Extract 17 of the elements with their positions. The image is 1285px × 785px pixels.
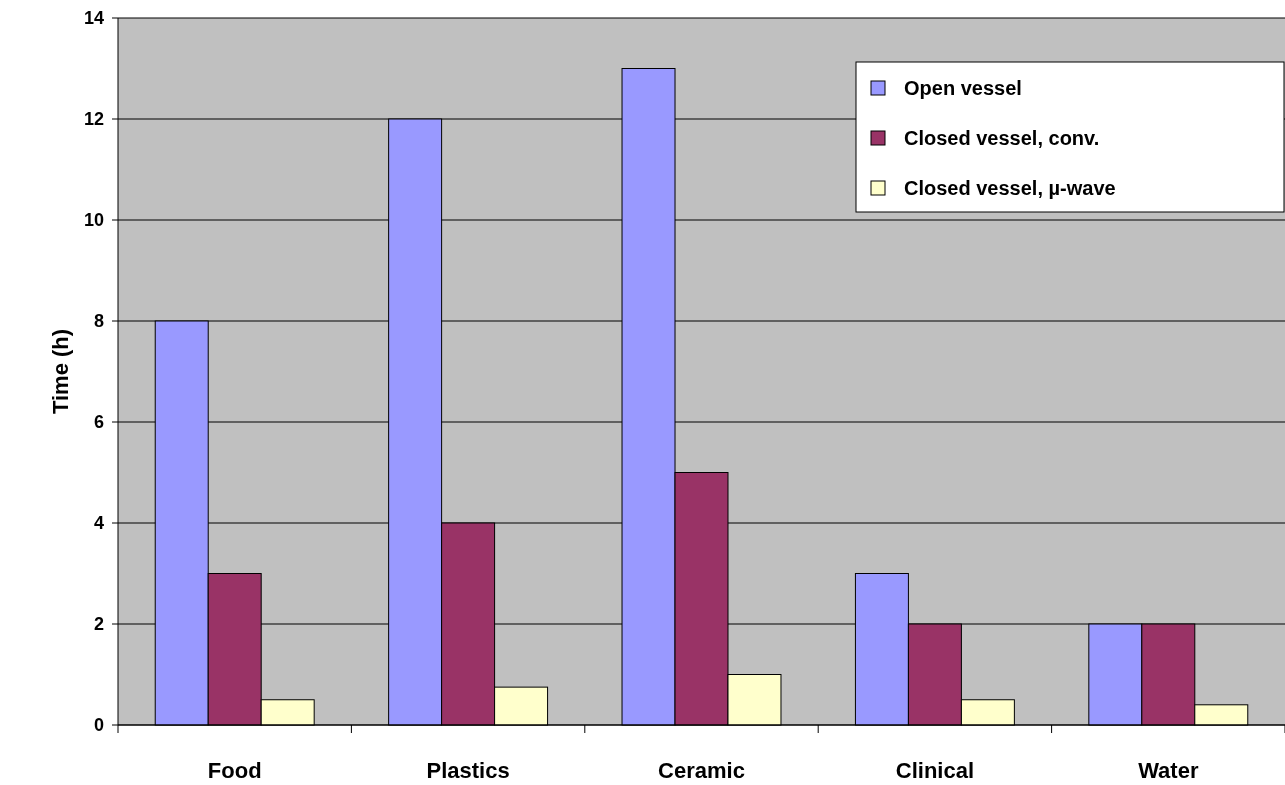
y-tick-label: 12	[83, 109, 104, 130]
y-tick-label: 0	[93, 715, 104, 736]
y-tick-label: 2	[93, 614, 104, 635]
y-tick-label: 8	[93, 311, 104, 332]
y-tick-label: 4	[93, 513, 104, 534]
y-tick-label: 10	[83, 210, 104, 231]
legend-label: Open vessel	[904, 77, 1022, 99]
y-tick-label: 6	[93, 412, 104, 433]
x-tick-label: Food	[207, 758, 262, 783]
y-tick-label: 14	[83, 8, 104, 29]
x-tick-label: Water	[1138, 758, 1199, 783]
x-tick-label: Plastics	[426, 758, 510, 783]
x-tick-label: Clinical	[895, 758, 975, 783]
legend-label: Closed vessel, conv.	[904, 127, 1100, 149]
legend-label: Closed vessel, µ-wave	[904, 177, 1116, 199]
y-axis-title: Time (h)	[48, 328, 73, 415]
x-tick-label: Ceramic	[658, 758, 745, 783]
